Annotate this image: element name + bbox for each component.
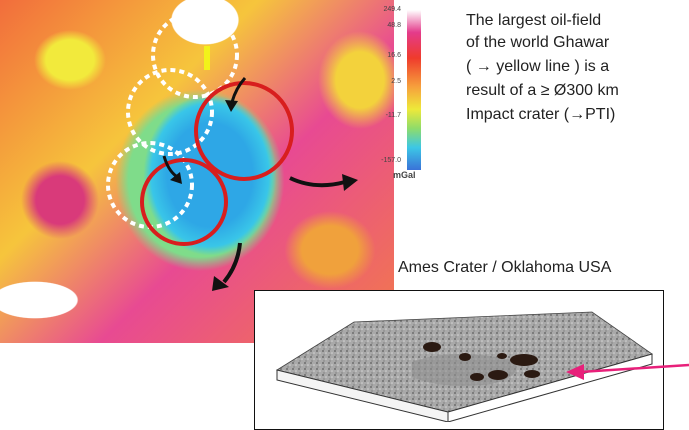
description-line-1: The largest oil-field bbox=[466, 12, 602, 29]
oil-deposit-6 bbox=[524, 370, 540, 378]
color-scale-bar bbox=[407, 10, 421, 170]
scale-tick-4: 2.5 bbox=[391, 78, 401, 85]
arrow-into-right-circle bbox=[230, 76, 247, 103]
scale-unit: mGal bbox=[393, 170, 416, 180]
ames-crater-label: Ames Crater / Oklahoma USA bbox=[398, 259, 612, 276]
description-line-3: ( → yellow line ) is a bbox=[466, 58, 610, 75]
oil-deposit-2 bbox=[459, 353, 471, 361]
arrow-right-out bbox=[289, 176, 346, 188]
scale-tick-6: -157.0 bbox=[381, 157, 401, 164]
oil-deposit-4 bbox=[488, 370, 508, 380]
description-line-5: Impact crater (→PTI) bbox=[466, 106, 616, 123]
white-dotted-circle-middle bbox=[126, 68, 214, 156]
arrow-down-out bbox=[222, 242, 242, 284]
oil-deposit-3 bbox=[470, 373, 484, 381]
scale-tick-1: 249.4 bbox=[383, 6, 401, 13]
arrow-into-left-circle bbox=[162, 155, 177, 178]
red-circle-left bbox=[140, 158, 228, 246]
block-left-side bbox=[276, 369, 449, 422]
ames-crater-block-diagram bbox=[275, 311, 653, 422]
scale-tick-3: 16.6 bbox=[387, 52, 401, 59]
white-dotted-circle-top bbox=[151, 11, 239, 99]
scale-tick-2: 48.8 bbox=[387, 22, 401, 29]
oil-deposit-7 bbox=[497, 353, 507, 359]
gravity-anomaly-map bbox=[0, 0, 394, 343]
scale-tick-5: -11.7 bbox=[385, 112, 401, 119]
white-dotted-circle-bottom bbox=[106, 141, 194, 229]
description-line-2: of the world Ghawar bbox=[466, 34, 610, 51]
oil-deposit-1 bbox=[423, 342, 441, 352]
map-overlay bbox=[106, 11, 358, 291]
red-circle-right bbox=[194, 81, 294, 181]
oil-deposit-5 bbox=[510, 354, 538, 366]
description-line-4: result of a ≥ Ø300 km bbox=[466, 82, 619, 99]
